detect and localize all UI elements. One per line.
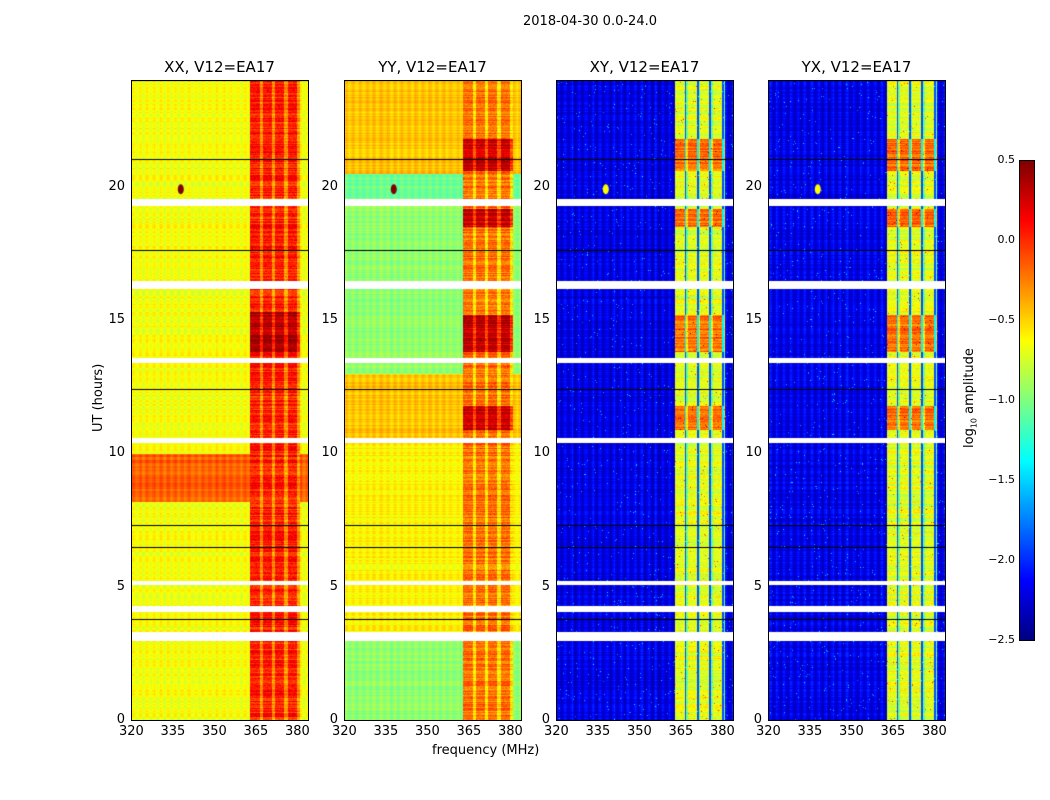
x-tick-label: 335 [585,724,611,739]
y-tick-label: 10 [108,445,125,461]
y-tick-label: 5 [116,578,125,594]
colorbar-tick-label: −2.0 [988,553,1015,566]
colorbar-label-rest: amplitude [962,348,977,418]
y-axis-label: UT (hours) [91,363,106,432]
panel-title: YY, V12=EA17 [378,58,487,76]
heatmap-yy [344,80,521,720]
colorbar-label-main: log [962,428,977,448]
heatmap-yx [768,80,945,720]
colorbar-tick-label: −1.0 [988,393,1015,406]
heatmap-xx [131,80,308,720]
y-tick-label: 5 [753,578,762,594]
x-tick-label: 350 [201,724,227,739]
y-tick-label: 20 [745,178,762,194]
y-tick-label: 0 [753,712,762,727]
x-tick-label: 380 [497,724,523,739]
x-tick-label: 380 [284,724,310,739]
x-tick-label: 335 [160,724,186,739]
x-tick-label: 350 [838,724,864,739]
y-tick-label: 5 [329,578,338,594]
x-tick-label: 320 [544,724,569,739]
x-tick-label: 335 [797,724,823,739]
x-tick-label: 380 [921,724,947,739]
panel-frame [131,80,309,721]
y-tick-label: 15 [533,312,550,327]
y-tick-label: 0 [541,712,550,727]
x-tick-label: 320 [756,724,781,739]
y-tick-label: 20 [321,178,338,194]
panel-frame [556,80,734,721]
colorbar-tick-label: −0.5 [988,313,1015,326]
x-tick-label: 365 [456,724,482,739]
colorbar-tick-label: 0.0 [997,233,1016,246]
y-tick-label: 20 [533,178,550,194]
panel-title: XY, V12=EA17 [589,58,700,76]
y-tick-label: 15 [321,312,338,327]
x-tick-label: 380 [709,724,735,739]
y-tick-label: 10 [321,445,338,461]
y-tick-label: 20 [108,178,125,194]
colorbar-frame [1019,160,1035,641]
colorbar [1019,160,1034,640]
x-tick-label: 320 [119,724,144,739]
y-tick-label: 10 [533,445,550,461]
x-axis-label: frequency (MHz) [432,743,540,758]
x-tick-label: 365 [668,724,694,739]
colorbar-tick-label: −2.5 [988,633,1015,646]
panel-title: XX, V12=EA17 [164,58,275,76]
colorbar-label: log10 amplitude [962,348,979,448]
y-tick-label: 15 [745,312,762,327]
colorbar-tick-label: 0.5 [997,153,1016,166]
x-tick-label: 320 [332,724,357,739]
x-tick-label: 350 [414,724,440,739]
y-tick-label: 0 [329,712,338,727]
colorbar-tick-label: −1.5 [988,473,1015,486]
figure-title: 2018-04-30 0.0-24.0 [523,14,657,29]
heatmap-xy [556,80,733,720]
x-tick-label: 365 [243,724,269,739]
x-tick-label: 365 [880,724,906,739]
panel-title: YX, V12=EA17 [801,58,912,76]
colorbar-label-sub: 10 [969,417,979,429]
y-tick-label: 15 [108,312,125,327]
x-tick-label: 335 [373,724,399,739]
y-tick-label: 0 [116,712,125,727]
panel-frame [768,80,946,721]
panel-frame [344,80,522,721]
y-tick-label: 10 [745,445,762,461]
y-tick-label: 5 [541,578,550,594]
x-tick-label: 350 [626,724,652,739]
